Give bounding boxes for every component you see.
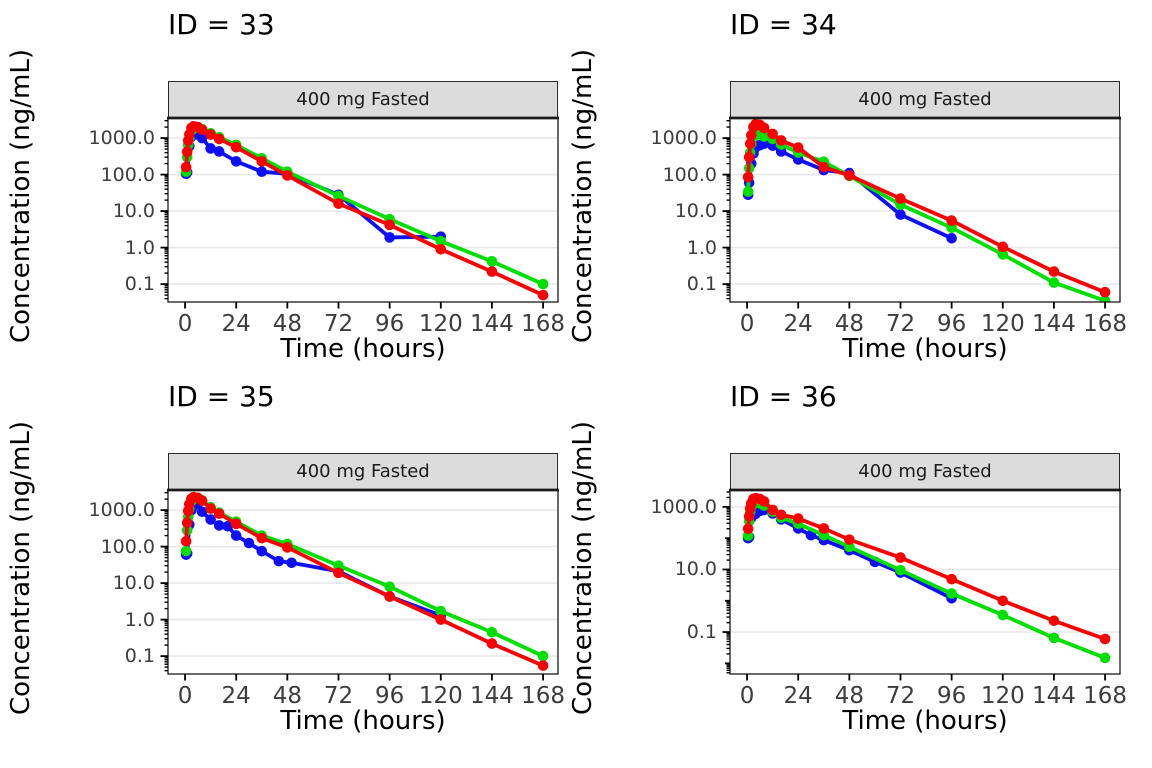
x-axis-title: Time (hours): [280, 706, 446, 736]
strip-label-text: 400 mg Fasted: [296, 461, 430, 482]
strip-label: 400 mg Fasted: [730, 81, 1120, 118]
plot-panel: [160, 116, 559, 309]
strip-label-text: 400 mg Fasted: [858, 461, 992, 482]
facet-title: ID = 35: [168, 380, 275, 413]
x-axis-title: Time (hours): [842, 706, 1008, 736]
plot-panel: [722, 116, 1121, 309]
strip-label-text: 400 mg Fasted: [296, 89, 430, 110]
plot-panel: [722, 488, 1121, 681]
facet-id-35: Concentration (ng/mL) ID = 35 400 mg Fas…: [0, 372, 590, 768]
strip-label: 400 mg Fasted: [168, 81, 558, 118]
facet-id-33: Concentration (ng/mL) ID = 33 400 mg Fas…: [0, 0, 590, 396]
x-axis-title: Time (hours): [842, 334, 1008, 364]
strip-label: 400 mg Fasted: [168, 453, 558, 490]
plot-panel: [160, 488, 559, 681]
strip-label-text: 400 mg Fasted: [858, 89, 992, 110]
x-axis-title: Time (hours): [280, 334, 446, 364]
facet-id-34: Concentration (ng/mL) ID = 34 400 mg Fas…: [562, 0, 1152, 396]
facet-id-36: Concentration (ng/mL) ID = 36 400 mg Fas…: [562, 372, 1152, 768]
facet-title: ID = 34: [730, 8, 837, 41]
facet-title: ID = 36: [730, 380, 837, 413]
facet-title: ID = 33: [168, 8, 275, 41]
